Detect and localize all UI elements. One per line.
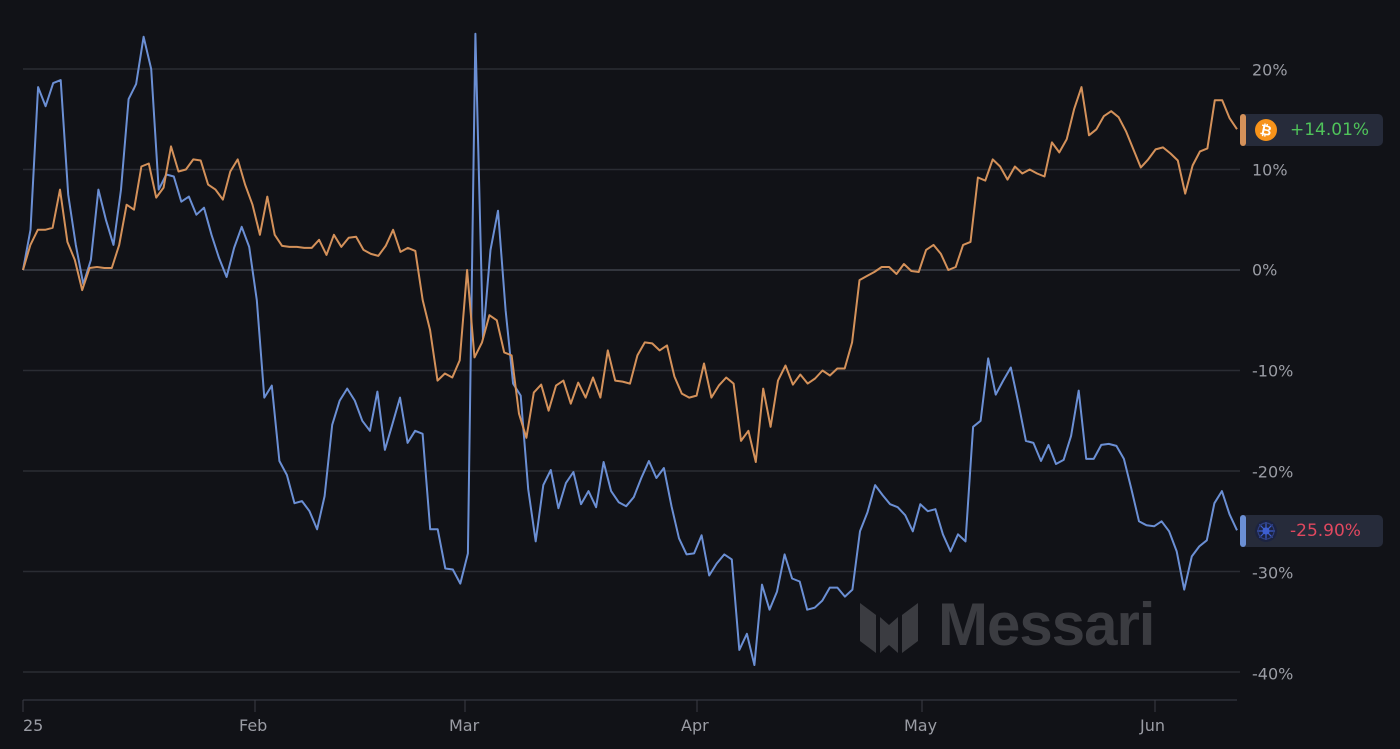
messari-watermark: Messari [858,591,1155,658]
alt-asset-series-marker [1240,515,1246,547]
y-tick-neg10: -10% [1252,361,1294,381]
bitcoin-value-badge: ₿ +14.01% [1240,114,1383,146]
y-tick-20: 20% [1252,60,1288,80]
x-tick-feb: Feb [239,716,268,735]
y-tick-neg40: -40% [1252,664,1294,684]
y-tick-10: 10% [1252,160,1288,180]
alt-asset-change-value: -25.90% [1290,521,1361,541]
y-tick-neg30: -30% [1252,563,1294,583]
bitcoin-icon: ₿ [1255,119,1277,141]
messari-wordmark: Messari [938,591,1155,658]
bitcoin-series-line[interactable] [22,86,1238,463]
x-tick-apr: Apr [681,716,709,735]
bitcoin-series-marker [1240,114,1246,146]
x-tick-jun: Jun [1140,716,1165,735]
alt-asset-value-badge: -25.90% [1240,515,1383,547]
x-tick-mar: Mar [449,716,480,735]
asset-icon [1255,520,1277,542]
x-tick-may: May [904,716,938,735]
y-tick-0: 0% [1252,260,1278,280]
svg-text:₿: ₿ [1259,122,1273,140]
y-tick-neg20: -20% [1252,462,1294,482]
bitcoin-change-value: +14.01% [1290,120,1370,140]
messari-logo-icon [860,603,918,653]
alt-asset-series-line[interactable] [22,32,1238,666]
x-tick-jan: 25 [23,716,44,735]
